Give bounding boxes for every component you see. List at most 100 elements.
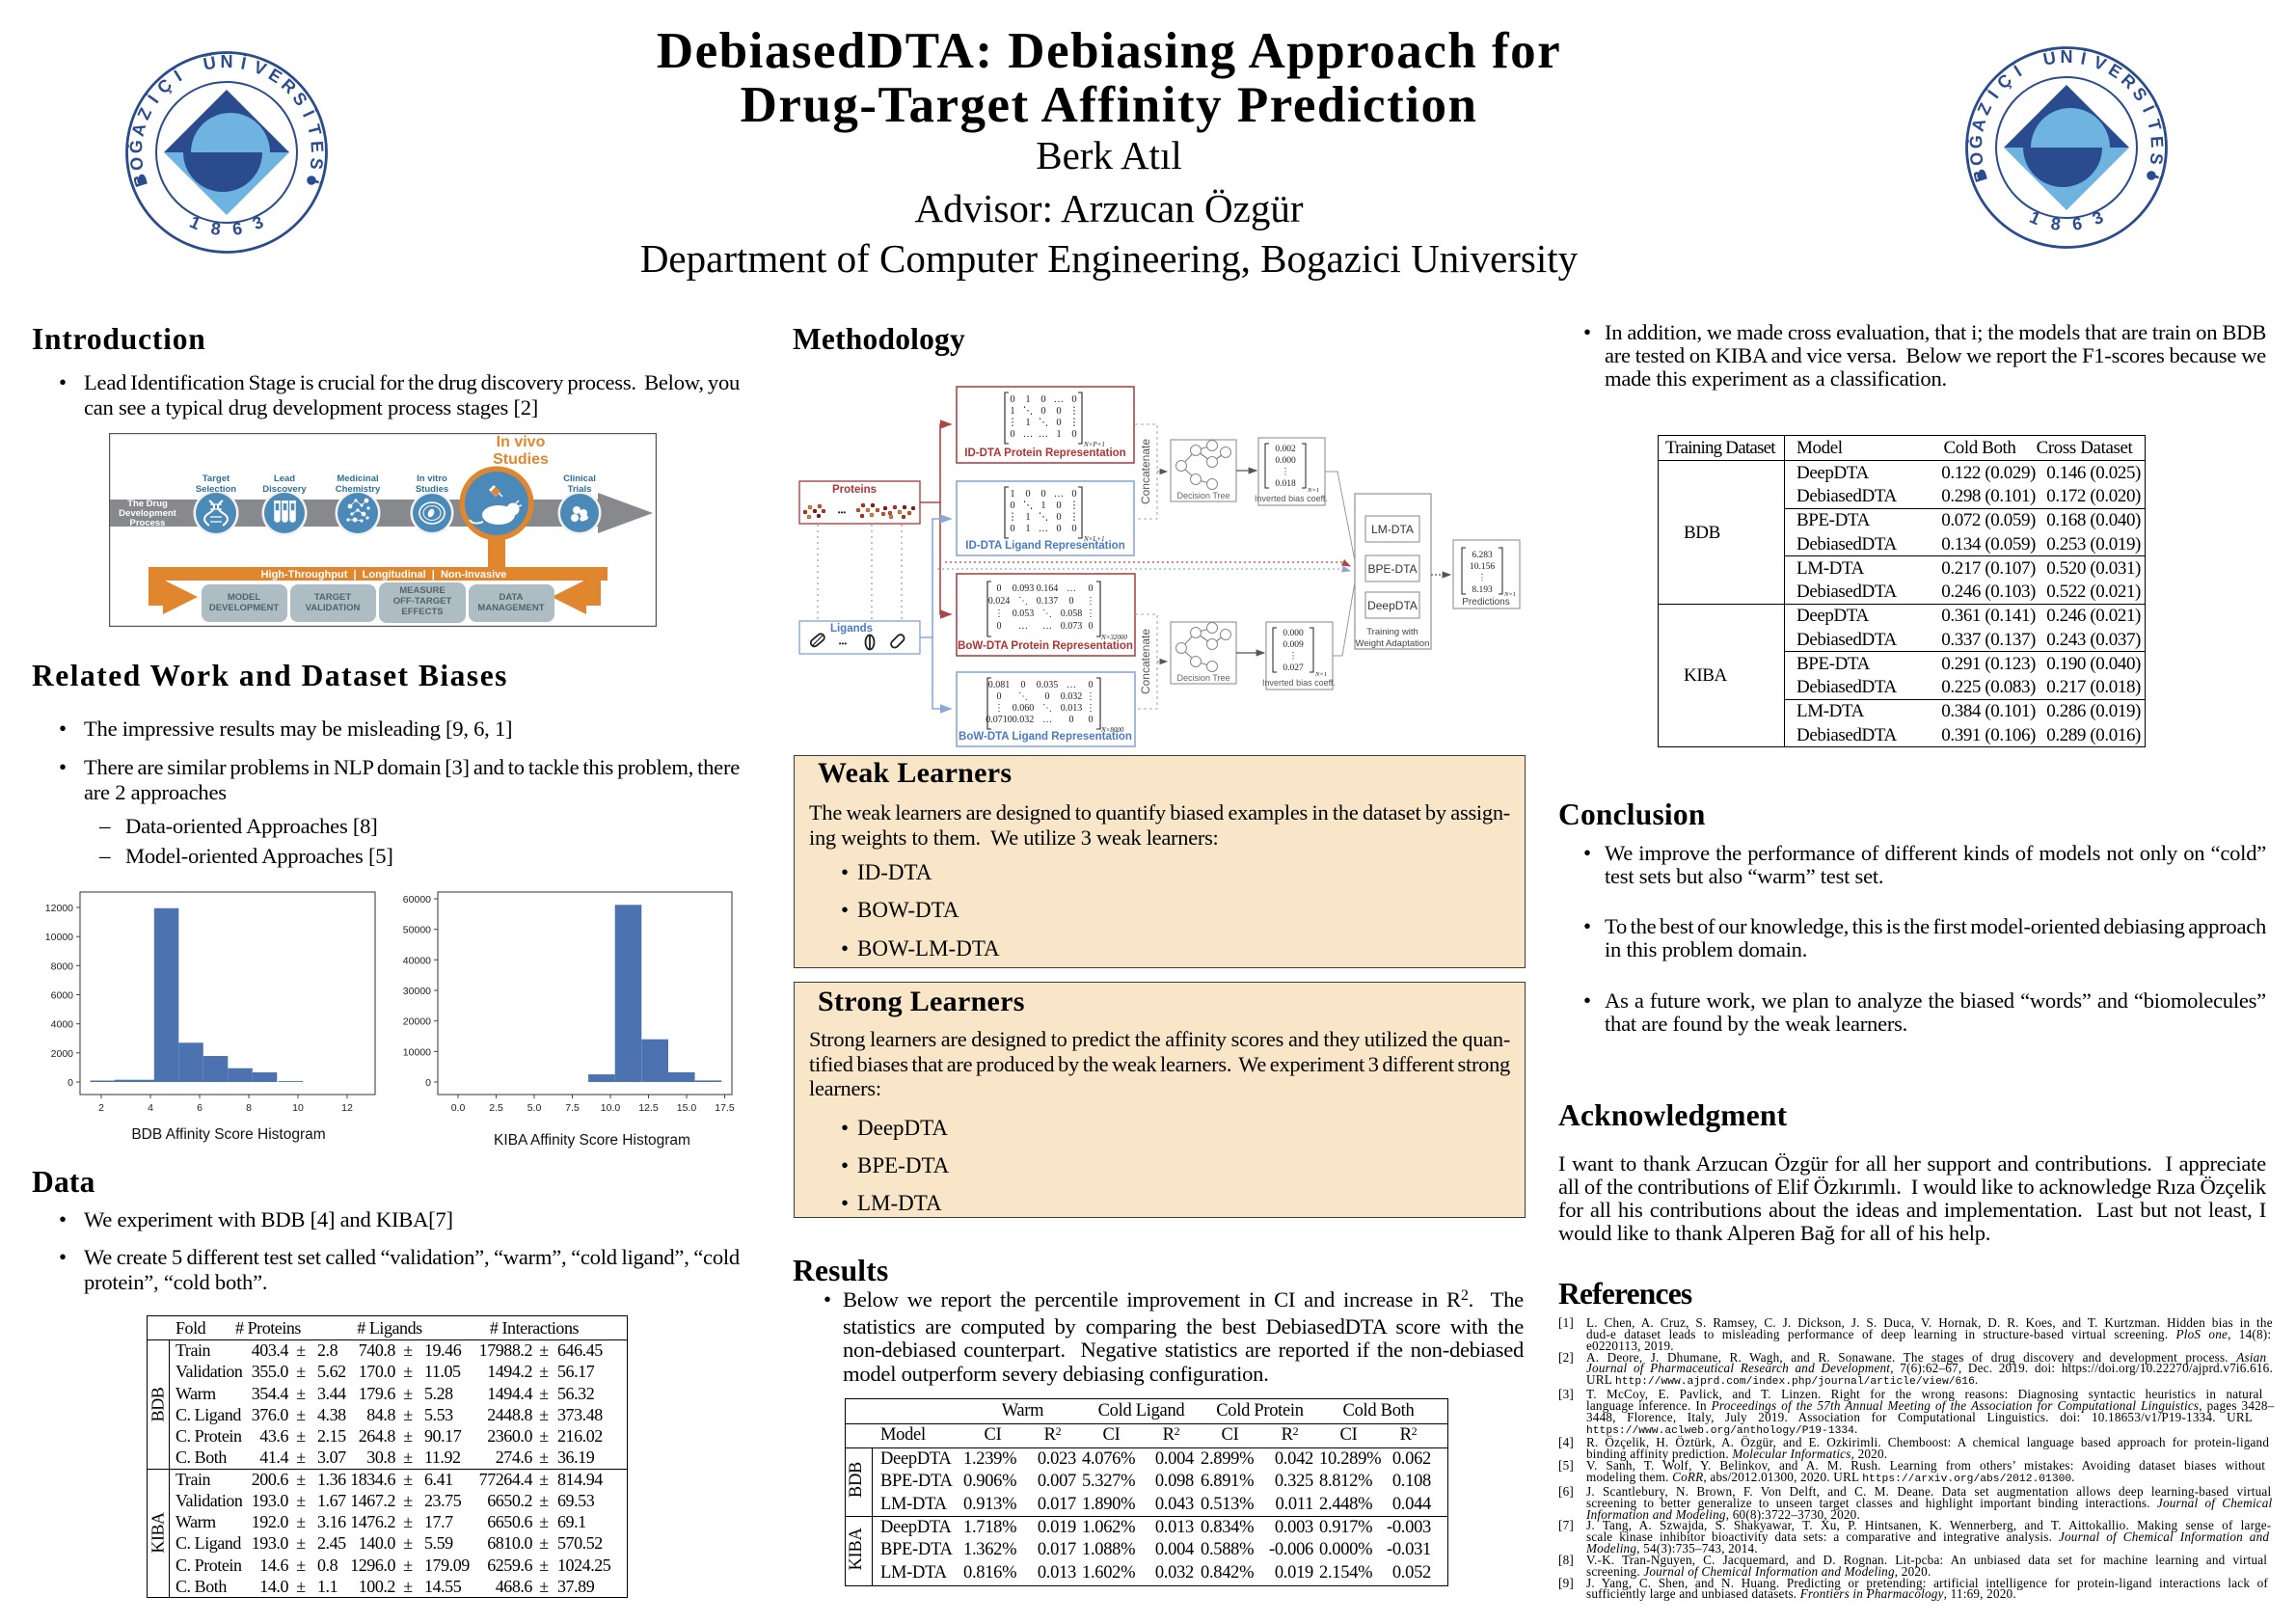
svg-text:0.032: 0.032 [1061,691,1083,702]
svg-text:O: O [126,156,148,172]
svg-text:10000: 10000 [45,932,73,943]
svg-text:⋮: ⋮ [1008,418,1018,428]
svg-text:T: T [304,122,325,138]
svg-text:…: … [1042,621,1052,632]
svg-text:1: 1 [1025,524,1030,534]
svg-text:0: 0 [425,1077,431,1089]
svg-text:Proteins: Proteins [832,484,877,496]
svg-text:Studies: Studies [416,484,448,495]
svg-text:2000: 2000 [51,1048,74,1060]
svg-text:⋮: ⋮ [1288,652,1298,662]
svg-text:8.193: 8.193 [1472,585,1493,595]
svg-text:0: 0 [1071,394,1076,405]
svg-text:…: … [1042,715,1052,725]
svg-text:E: E [2147,135,2167,148]
svg-text:6: 6 [2071,214,2084,234]
svg-text:15.0: 15.0 [677,1102,697,1114]
svg-text:⋮: ⋮ [1477,574,1487,583]
svg-text:⋮: ⋮ [1069,406,1080,417]
svg-text:DEVELOPMENT: DEVELOPMENT [209,603,280,613]
svg-text:0: 0 [1089,583,1094,594]
svg-text:Inverted bias coeff.: Inverted bias coeff. [1255,494,1328,503]
svg-text:0.0710: 0.0710 [986,715,1013,725]
svg-text:0: 0 [1040,406,1045,417]
svg-text:VALIDATION: VALIDATION [306,603,361,613]
svg-text:0: 0 [1089,715,1094,725]
svg-text:Ü: Ü [202,53,218,74]
svg-text:N×32000: N×32000 [1100,634,1127,641]
svg-text:⋮: ⋮ [994,703,1004,714]
svg-text:Concatenate: Concatenate [1139,629,1152,694]
svg-text:0: 0 [1010,429,1014,440]
svg-text:Trials: Trials [568,484,592,495]
svg-text:0: 0 [1069,715,1074,725]
svg-text:0.002: 0.002 [1275,445,1296,454]
svg-text:⋮: ⋮ [1069,418,1080,428]
svg-text:⋮: ⋮ [1086,609,1095,619]
svg-text:0: 0 [1040,394,1045,405]
svg-text:Inverted bias coeff.: Inverted bias coeff. [1262,678,1336,688]
svg-text:Studies: Studies [493,451,549,468]
svg-text:12.5: 12.5 [638,1102,659,1114]
svg-text:⋮: ⋮ [1086,596,1095,607]
svg-text:Chemistry: Chemistry [336,484,381,495]
svg-text:1: 1 [1025,418,1030,428]
svg-text:Ğ: Ğ [125,139,147,153]
svg-text:0.024: 0.024 [988,596,1011,607]
svg-text:Target: Target [203,473,230,484]
svg-text:0: 0 [1021,680,1026,690]
svg-text:N×1: N×1 [1307,487,1319,494]
svg-text:S: S [2147,152,2167,166]
svg-text:0: 0 [1056,524,1061,534]
svg-text:Weight Adaptation: Weight Adaptation [1356,638,1430,649]
svg-text:30000: 30000 [403,986,431,997]
svg-text:0: 0 [1056,512,1061,523]
svg-text:…: … [1054,489,1065,500]
svg-text:BoW-DTA Protein Representation: BoW-DTA Protein Representation [958,640,1133,652]
svg-text:0: 0 [1010,500,1014,511]
svg-text:⋱: ⋱ [1039,512,1049,523]
svg-text:0: 0 [997,621,1002,632]
svg-text:0.073: 0.073 [1061,621,1083,632]
svg-text:⋱: ⋱ [1039,418,1049,428]
svg-text:10.156: 10.156 [1470,562,1495,572]
svg-text:1: 1 [1010,406,1014,417]
svg-text:MANAGEMENT: MANAGEMENT [477,603,544,613]
svg-text:KIBA Affinity Score Histogram: KIBA Affinity Score Histogram [494,1132,690,1149]
svg-text:Medicinal: Medicinal [337,473,378,484]
svg-text:MEASURE: MEASURE [399,585,446,596]
svg-text:…: … [1023,429,1034,440]
svg-text:⋮: ⋮ [1069,512,1080,523]
svg-text:…: … [1054,394,1065,405]
svg-text:0: 0 [1089,680,1094,690]
svg-text:0.000: 0.000 [1275,456,1296,466]
svg-text:⋱: ⋱ [1018,691,1028,702]
svg-text:⋮: ⋮ [1281,468,1290,477]
svg-text:Discovery: Discovery [262,484,307,495]
svg-text:Lead: Lead [274,473,295,484]
svg-text:A: A [1968,117,1990,134]
svg-text:17.5: 17.5 [715,1102,735,1114]
svg-text:The Drug: The Drug [127,499,168,509]
svg-text:50000: 50000 [403,925,431,936]
svg-text:ID-DTA Ligand Representation: ID-DTA Ligand Representation [965,540,1124,552]
svg-text:0.032: 0.032 [1013,715,1035,725]
svg-text:…: … [1039,524,1049,534]
svg-text:İ: İ [239,53,248,73]
svg-text:⋮: ⋮ [1086,703,1095,714]
svg-text:40000: 40000 [403,955,431,966]
svg-text:N: N [2061,47,2073,67]
svg-text:8: 8 [2049,214,2062,234]
svg-text:ID-DTA Protein Representation: ID-DTA Protein Representation [964,447,1125,459]
svg-text:1: 1 [1040,500,1045,511]
svg-text:0: 0 [1010,394,1014,405]
svg-text:0.137: 0.137 [1037,596,1059,607]
svg-text:5.0: 5.0 [527,1102,542,1114]
svg-text:N×1: N×1 [1314,671,1327,678]
svg-text:0: 0 [997,691,1002,702]
svg-text:⋮: ⋮ [1008,512,1018,523]
svg-text:2.5: 2.5 [489,1102,503,1114]
svg-text:1: 1 [1025,394,1030,405]
svg-text:⋱: ⋱ [1023,406,1034,417]
svg-text:E: E [307,140,327,152]
